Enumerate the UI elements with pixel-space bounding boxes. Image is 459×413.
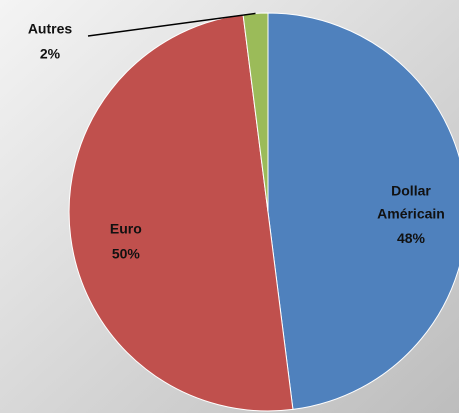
- pie-slice: [267, 12, 459, 410]
- slice-label: Dollar Américain: [377, 182, 445, 221]
- value-label: 50%: [112, 246, 141, 262]
- value-label: 2%: [40, 46, 61, 62]
- slice-label: Euro: [110, 221, 142, 237]
- value-label: 48%: [397, 230, 426, 246]
- slice-label: Autres: [28, 21, 73, 37]
- pie-slice: [68, 14, 294, 412]
- leader-line: [87, 12, 256, 37]
